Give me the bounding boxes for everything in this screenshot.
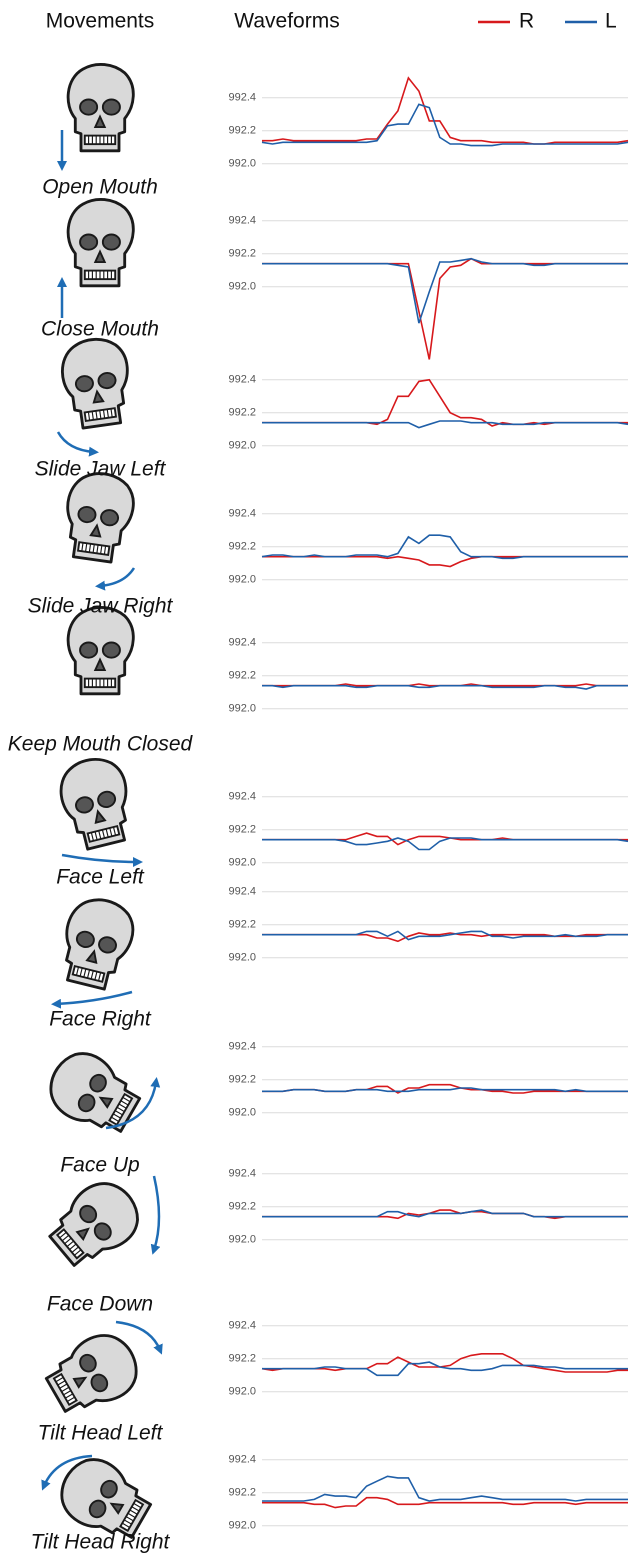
chart-title: Tilt Head Left bbox=[38, 1422, 164, 1445]
column-header: Waveforms bbox=[234, 10, 339, 33]
y-tick-label: 992.0 bbox=[228, 1386, 256, 1398]
y-tick-label: 992.2 bbox=[228, 407, 256, 419]
y-tick-label: 992.4 bbox=[228, 1454, 256, 1466]
motion-arrow bbox=[100, 568, 134, 586]
figure: Movements Waveforms R L Open Mouth 992.0 9… bbox=[0, 0, 631, 1558]
waveform-line bbox=[262, 259, 628, 360]
y-tick-label: 992.4 bbox=[228, 637, 256, 649]
y-tick-label: 992.4 bbox=[228, 791, 256, 803]
y-tick-label: 992.2 bbox=[228, 541, 256, 553]
chart-title: Face Right bbox=[49, 1008, 152, 1031]
y-tick-label: 992.0 bbox=[228, 1234, 256, 1246]
y-tick-label: 992.4 bbox=[228, 1041, 256, 1053]
skull-icon bbox=[58, 335, 135, 430]
chart-title: Close Mouth bbox=[41, 318, 159, 341]
y-tick-label: 992.4 bbox=[228, 215, 256, 227]
skull-icon bbox=[61, 469, 138, 564]
chart-title: Slide Jaw Left bbox=[35, 458, 167, 481]
waveform-line bbox=[262, 104, 628, 145]
skull-icon bbox=[39, 1043, 146, 1143]
waveform-line bbox=[262, 380, 628, 426]
y-tick-label: 992.2 bbox=[228, 1353, 256, 1365]
chart-title: Slide Jaw Right bbox=[28, 595, 174, 618]
skull-icon bbox=[55, 893, 139, 993]
y-tick-label: 992.2 bbox=[228, 670, 256, 682]
y-tick-label: 992.0 bbox=[228, 158, 256, 170]
y-tick-label: 992.0 bbox=[228, 281, 256, 293]
chart-title: Open Mouth bbox=[42, 176, 158, 199]
waveform-line bbox=[262, 931, 628, 939]
chart-title: Face Left bbox=[56, 866, 145, 889]
skull-icon bbox=[68, 607, 133, 693]
waveform-line bbox=[262, 78, 628, 144]
y-tick-label: 992.4 bbox=[228, 374, 256, 386]
motion-arrow bbox=[58, 432, 94, 452]
legend-label: L bbox=[605, 10, 617, 33]
y-tick-label: 992.4 bbox=[228, 1320, 256, 1332]
waveform-line bbox=[262, 1085, 628, 1093]
y-tick-label: 992.4 bbox=[228, 92, 256, 104]
waveform-line bbox=[262, 1476, 628, 1501]
y-tick-label: 992.0 bbox=[228, 574, 256, 586]
y-tick-label: 992.4 bbox=[228, 886, 256, 898]
y-tick-label: 992.0 bbox=[228, 703, 256, 715]
skull-icon bbox=[68, 64, 133, 150]
motion-arrow bbox=[56, 992, 132, 1004]
waveform-line bbox=[262, 838, 628, 850]
motion-arrow bbox=[154, 1176, 159, 1250]
y-tick-label: 992.0 bbox=[228, 440, 256, 452]
waveform-line bbox=[262, 259, 628, 323]
y-tick-label: 992.2 bbox=[228, 824, 256, 836]
y-tick-label: 992.4 bbox=[228, 508, 256, 520]
chart-title: Face Up bbox=[60, 1154, 139, 1177]
y-tick-label: 992.2 bbox=[228, 125, 256, 137]
skull-icon bbox=[40, 1324, 147, 1424]
y-tick-label: 992.0 bbox=[228, 1520, 256, 1532]
waveform-line bbox=[262, 557, 628, 567]
chart-title: Tilt Head Right bbox=[31, 1531, 171, 1554]
y-tick-label: 992.2 bbox=[228, 1487, 256, 1499]
motion-arrow bbox=[62, 855, 138, 862]
y-tick-label: 992.2 bbox=[228, 1074, 256, 1086]
page: Movements Waveforms R L Open Mouth 992.0 9… bbox=[0, 0, 631, 1558]
y-tick-label: 992.0 bbox=[228, 857, 256, 869]
skull-icon bbox=[54, 753, 138, 853]
y-tick-label: 992.0 bbox=[228, 1107, 256, 1119]
waveform-line bbox=[262, 1362, 628, 1375]
chart-title: Face Down bbox=[47, 1293, 153, 1316]
y-tick-label: 992.0 bbox=[228, 952, 256, 964]
legend-label: R bbox=[519, 10, 534, 33]
y-tick-label: 992.2 bbox=[228, 248, 256, 260]
waveform-line bbox=[262, 1088, 628, 1091]
y-tick-label: 992.2 bbox=[228, 1201, 256, 1213]
y-tick-label: 992.4 bbox=[228, 1168, 256, 1180]
chart-title: Keep Mouth Closed bbox=[8, 733, 194, 756]
waveform-line bbox=[262, 421, 628, 428]
skull-icon bbox=[68, 199, 133, 285]
column-header: Movements bbox=[46, 10, 155, 33]
y-tick-label: 992.2 bbox=[228, 919, 256, 931]
waveform-line bbox=[262, 1210, 628, 1217]
skull-icon bbox=[41, 1171, 149, 1276]
